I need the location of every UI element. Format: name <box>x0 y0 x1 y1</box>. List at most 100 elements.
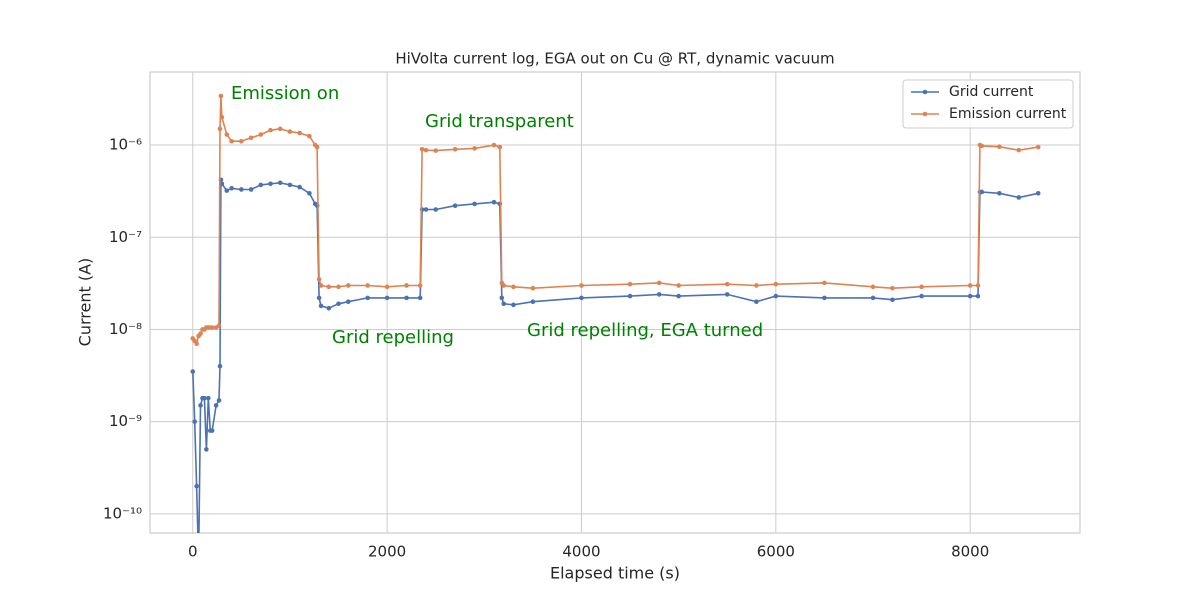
data-point <box>218 93 224 99</box>
data-point <box>967 293 973 299</box>
data-point <box>472 201 477 207</box>
data-point <box>511 284 516 290</box>
data-point <box>975 283 981 288</box>
data-point <box>919 293 924 299</box>
data-point <box>1016 195 1022 200</box>
data-point <box>297 130 302 136</box>
data-point <box>491 199 497 205</box>
data-point <box>248 135 254 141</box>
data-point <box>229 138 234 144</box>
data-point <box>501 301 507 307</box>
data-point <box>224 132 230 137</box>
data-point <box>530 299 536 305</box>
data-point <box>307 190 312 196</box>
x-tick-label: 0 <box>188 543 198 561</box>
data-point <box>967 283 973 288</box>
data-point <box>870 295 876 301</box>
data-point <box>217 126 223 132</box>
data-point <box>268 127 273 133</box>
data-point <box>229 185 234 191</box>
y-axis-label: Current (A) <box>76 258 95 347</box>
data-point <box>219 181 225 187</box>
data-point <box>316 276 322 282</box>
data-point <box>822 280 827 286</box>
data-point <box>336 284 341 290</box>
legend-label: Emission current <box>949 106 1067 122</box>
data-point <box>404 283 409 288</box>
data-point <box>192 419 198 424</box>
data-point <box>277 126 283 132</box>
data-point <box>204 447 209 452</box>
data-point <box>417 283 423 288</box>
data-point <box>216 323 222 328</box>
data-point <box>326 284 332 290</box>
data-point <box>919 284 924 290</box>
data-point <box>579 283 584 288</box>
legend-marker <box>922 111 928 117</box>
data-point <box>345 299 351 305</box>
data-point <box>219 115 225 120</box>
data-point <box>217 363 223 369</box>
data-point <box>754 283 759 288</box>
annotation: Grid repelling <box>332 327 454 348</box>
data-point <box>206 395 211 401</box>
y-tick-label: 10⁻⁹ <box>109 412 142 430</box>
data-point <box>384 284 390 290</box>
x-tick-label: 2000 <box>368 543 406 561</box>
data-point <box>224 188 230 193</box>
data-point <box>417 295 423 301</box>
data-point <box>314 144 320 150</box>
data-point <box>365 295 370 301</box>
data-point <box>975 293 981 299</box>
data-point <box>890 297 895 303</box>
data-point <box>1035 144 1041 150</box>
data-point <box>822 295 827 301</box>
data-point <box>277 180 283 186</box>
y-tick-label: 10⁻⁸ <box>109 320 142 338</box>
data-point <box>433 207 439 212</box>
data-point <box>656 292 662 297</box>
data-point <box>433 148 439 153</box>
data-point <box>579 295 584 301</box>
data-point <box>997 190 1002 196</box>
x-tick-label: 6000 <box>757 543 795 561</box>
data-point <box>326 305 332 311</box>
data-point <box>773 281 779 287</box>
y-tick-label: 10⁻⁷ <box>109 228 142 246</box>
data-point <box>997 144 1002 149</box>
x-tick-label: 4000 <box>562 543 600 561</box>
data-point <box>248 187 254 192</box>
annotation: Grid repelling, EGA turned <box>527 320 763 341</box>
x-tick-label: 8000 <box>951 543 989 561</box>
data-point <box>268 181 273 187</box>
data-point <box>530 285 536 291</box>
data-point <box>258 182 264 188</box>
legend-label: Grid current <box>949 84 1034 100</box>
data-point <box>452 146 458 152</box>
data-point <box>287 129 293 134</box>
data-point <box>190 369 196 374</box>
data-point <box>491 142 497 148</box>
data-point <box>209 428 215 433</box>
data-point <box>384 295 390 301</box>
legend-box <box>902 79 1074 129</box>
data-point <box>627 293 633 299</box>
data-point <box>1016 147 1022 153</box>
data-point <box>754 299 759 305</box>
data-point <box>890 285 895 291</box>
data-point <box>676 283 681 288</box>
data-point <box>452 203 458 208</box>
data-point <box>627 281 633 287</box>
series-line <box>192 179 1039 533</box>
data-point <box>501 283 507 288</box>
data-point <box>336 301 341 307</box>
data-point <box>979 143 985 149</box>
data-point <box>198 331 203 336</box>
annotation: Grid transparent <box>425 111 574 132</box>
plot-frame <box>149 71 1081 534</box>
data-point <box>870 284 876 290</box>
data-point <box>472 146 477 151</box>
data-point <box>423 147 429 153</box>
data-point <box>316 295 322 301</box>
